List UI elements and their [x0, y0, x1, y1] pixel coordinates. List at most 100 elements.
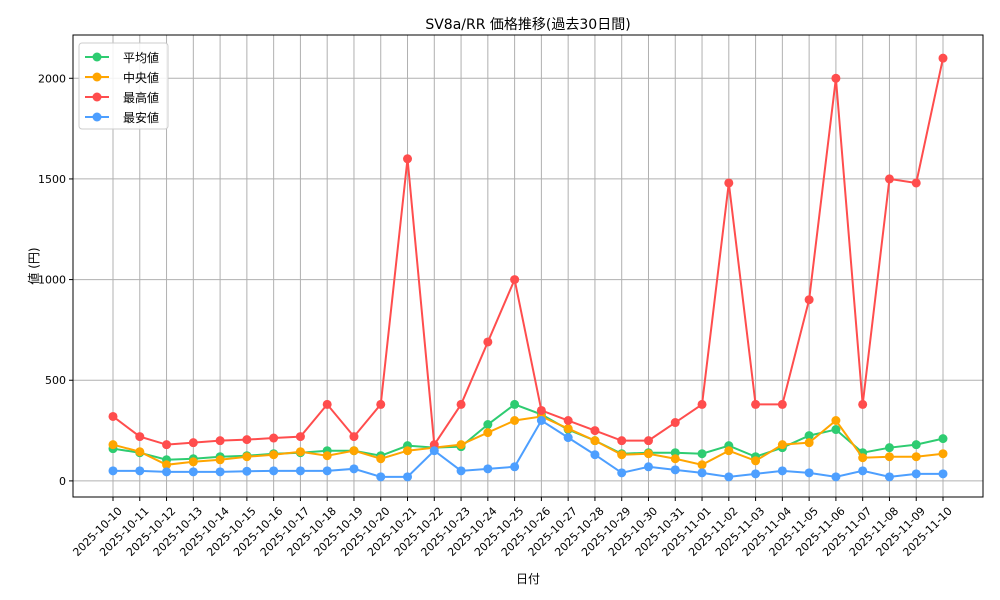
data-point [911, 469, 921, 479]
data-point [215, 455, 225, 465]
data-point [858, 466, 868, 476]
data-point [938, 449, 948, 459]
series-line [112, 403, 944, 461]
data-point [697, 449, 707, 459]
data-point [162, 440, 172, 450]
data-point [938, 434, 948, 444]
chart-title: SV8a/RR 価格推移(過去30日間) [425, 17, 630, 33]
legend-marker [92, 72, 102, 82]
data-point [884, 472, 894, 482]
data-point [617, 450, 627, 460]
data-point [162, 467, 172, 477]
data-point [215, 467, 225, 477]
data-point [697, 460, 707, 470]
data-point [242, 435, 252, 445]
data-point [188, 438, 198, 448]
legend-label: 中央値 [123, 70, 159, 85]
data-point [376, 454, 386, 464]
x-axis-label: 日付 [516, 572, 540, 586]
data-point [697, 399, 707, 409]
data-point [643, 449, 653, 459]
data-point [590, 436, 600, 446]
data-point [911, 440, 921, 450]
data-point [135, 466, 145, 476]
data-point [751, 399, 761, 409]
data-point [858, 453, 868, 463]
data-point [590, 450, 600, 460]
data-point [697, 468, 707, 478]
data-point [510, 416, 520, 426]
data-point [670, 465, 680, 475]
data-point [804, 295, 814, 305]
data-point [108, 466, 118, 476]
data-point [643, 436, 653, 446]
data-point [858, 399, 868, 409]
data-point [536, 405, 546, 415]
data-point [724, 472, 734, 482]
y-tick-label: 1000 [38, 274, 66, 287]
data-point [242, 452, 252, 462]
y-tick-label: 2000 [38, 72, 66, 85]
data-point [135, 447, 145, 457]
y-tick-label: 0 [59, 475, 66, 488]
data-point [670, 418, 680, 428]
data-point [108, 440, 118, 450]
data-point [295, 447, 305, 457]
data-point [831, 73, 841, 83]
data-point [724, 178, 734, 188]
data-point [884, 452, 894, 462]
data-point [322, 399, 332, 409]
legend-label: 最高値 [123, 90, 159, 105]
data-point [510, 275, 520, 285]
data-point [456, 440, 466, 450]
data-point [510, 462, 520, 472]
data-point [269, 466, 279, 476]
data-point [670, 454, 680, 464]
data-point [804, 438, 814, 448]
data-point [563, 433, 573, 443]
legend-marker [92, 112, 102, 122]
data-point [295, 466, 305, 476]
data-point [429, 446, 439, 456]
data-point [135, 432, 145, 442]
plot-frame [72, 34, 984, 498]
data-point [456, 399, 466, 409]
data-point [108, 411, 118, 421]
data-point [884, 443, 894, 453]
legend-box [78, 42, 169, 130]
data-point [510, 399, 520, 409]
y-tick-label: 1500 [38, 173, 66, 186]
data-point [831, 416, 841, 426]
data-point [831, 472, 841, 482]
data-point [617, 436, 627, 446]
data-point [162, 460, 172, 470]
data-point [295, 432, 305, 442]
data-point [349, 464, 359, 474]
data-point [777, 440, 787, 450]
data-point [322, 451, 332, 461]
data-point [643, 462, 653, 472]
data-point [536, 416, 546, 426]
data-point [804, 431, 814, 441]
legend-marker [92, 52, 102, 62]
legend-label: 最安値 [123, 110, 159, 125]
data-point [322, 466, 332, 476]
series-line [113, 419, 943, 478]
data-point [188, 457, 198, 467]
data-point [376, 472, 386, 482]
data-point [938, 53, 948, 63]
data-point [215, 436, 225, 446]
data-point [617, 468, 627, 478]
data-point [831, 425, 841, 435]
data-point [777, 399, 787, 409]
data-point [938, 469, 948, 479]
data-point [403, 446, 413, 456]
data-point [483, 464, 493, 474]
data-point [188, 467, 198, 477]
data-point [483, 337, 493, 347]
data-point [777, 466, 787, 476]
data-point [911, 452, 921, 462]
data-point [751, 469, 761, 479]
